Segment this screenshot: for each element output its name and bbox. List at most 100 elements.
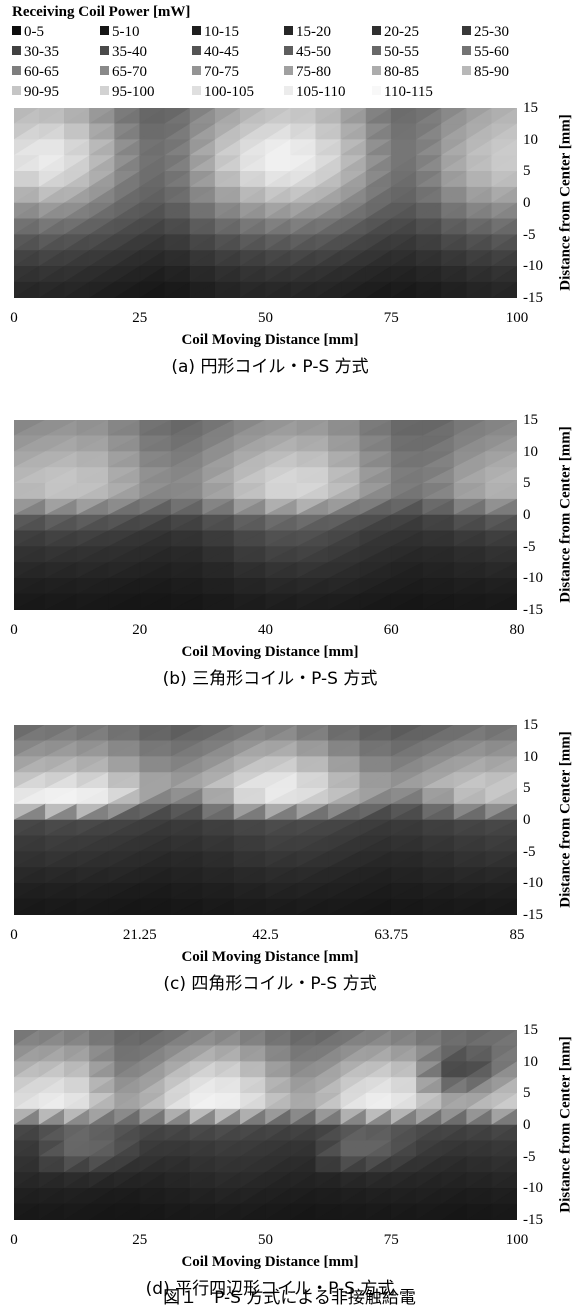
legend-label: 35-40 [112, 44, 147, 60]
y-tick-label: -5 [523, 1148, 536, 1165]
y-tick-label: 10 [523, 443, 538, 460]
x-tick-label: 20 [132, 622, 148, 638]
legend-label: 75-80 [296, 64, 331, 80]
y-tick-label: 5 [523, 780, 531, 797]
y-tick-label: -5 [523, 226, 536, 243]
legend-item: 65-70 [100, 64, 147, 80]
x-tick-label: 25 [132, 1232, 148, 1248]
x-tick-label: 0 [10, 622, 18, 638]
heatmap-cell [485, 898, 517, 915]
y-tick-label: 0 [523, 1117, 531, 1133]
y-tick-label: 5 [523, 475, 531, 492]
x-tick-label: 75 [383, 310, 399, 326]
legend-label: 10-15 [204, 24, 239, 40]
x-tick-label: 60 [383, 622, 399, 638]
figure-caption: 図１ P-S 方式による非接触給電 [163, 1288, 416, 1308]
x-tick-label: 100 [505, 310, 529, 326]
y-tick-label: 0 [523, 195, 531, 211]
legend-item: 45-50 [284, 44, 331, 60]
legend-swatch [372, 26, 381, 35]
legend-swatch [284, 46, 293, 55]
legend-swatch [12, 86, 21, 95]
x-axis-label: Coil Moving Distance [mm] [181, 332, 359, 348]
legend-swatch [284, 26, 293, 35]
legend-item: 30-35 [12, 44, 59, 60]
legend-swatch [100, 46, 109, 55]
legend-swatch [372, 46, 381, 55]
legend-swatch [192, 46, 201, 55]
legend-item: 15-20 [284, 24, 331, 40]
x-tick-label: 21.25 [122, 927, 157, 943]
legend-swatch [462, 46, 471, 55]
y-tick-label: 15 [523, 412, 538, 428]
x-tick-label: 100 [505, 1232, 529, 1248]
y-tick-label: -15 [523, 1212, 543, 1228]
y-axis-label: Distance from Center [mm] [557, 731, 574, 908]
y-tick-label: -10 [523, 570, 543, 587]
legend-label: 95-100 [112, 84, 155, 100]
y-tick-label: -5 [523, 538, 536, 555]
heatmap-plot [14, 725, 517, 915]
legend-swatch [192, 86, 201, 95]
legend-item: 95-100 [100, 84, 155, 100]
y-tick-label: -10 [523, 875, 543, 892]
legend-item: 75-80 [284, 64, 331, 80]
legend-label: 15-20 [296, 24, 331, 40]
legend-item: 110-115 [372, 84, 433, 100]
legend-label: 25-30 [474, 24, 509, 40]
legend-label: 90-95 [24, 84, 59, 100]
panel-caption: (a) 円形コイル・P-S 方式 [171, 357, 369, 377]
legend-item: 25-30 [462, 24, 509, 40]
x-tick-label: 50 [258, 310, 273, 326]
legend-swatch [12, 26, 21, 35]
legend-label: 20-25 [384, 24, 419, 40]
legend-item: 10-15 [192, 24, 239, 40]
y-tick-label: 10 [523, 131, 538, 148]
legend-swatch [372, 66, 381, 75]
y-tick-label: 15 [523, 1022, 538, 1038]
x-axis-label: Coil Moving Distance [mm] [181, 949, 359, 965]
y-axis-label: Distance from Center [mm] [557, 114, 574, 291]
legend-item: 35-40 [100, 44, 147, 60]
y-tick-label: -15 [523, 290, 543, 306]
legend-label: 40-45 [204, 44, 239, 60]
x-tick-label: 40 [258, 622, 273, 638]
x-tick-label: 85 [509, 927, 525, 943]
panel-caption: (c) 四角形コイル・P-S 方式 [163, 974, 377, 994]
legend-label: 60-65 [24, 64, 59, 80]
y-tick-label: 15 [523, 717, 538, 733]
legend-label: 70-75 [204, 64, 239, 80]
legend-swatch [284, 66, 293, 75]
legend-swatch [100, 86, 109, 95]
legend-item: 55-60 [462, 44, 509, 60]
y-tick-label: -5 [523, 843, 536, 860]
y-tick-label: -15 [523, 602, 543, 618]
legend-item: 40-45 [192, 44, 239, 60]
x-tick-label: 0 [10, 1232, 18, 1248]
x-axis-label: Coil Moving Distance [mm] [181, 644, 359, 660]
heatmap-plot [14, 420, 517, 610]
heatmap-plot [14, 108, 517, 298]
heatmap-plot [14, 1030, 517, 1220]
legend-swatch [12, 66, 21, 75]
y-axis-label: Distance from Center [mm] [557, 426, 574, 603]
x-tick-label: 0 [10, 927, 18, 943]
x-tick-label: 0 [10, 310, 18, 326]
legend-label: 30-35 [24, 44, 59, 60]
legend-item: 5-10 [100, 24, 140, 40]
legend-swatch [284, 86, 293, 95]
legend-label: 65-70 [112, 64, 147, 80]
legend-label: 100-105 [204, 84, 254, 100]
y-axis-label: Distance from Center [mm] [557, 1036, 574, 1213]
legend-label: 45-50 [296, 44, 331, 60]
legend-label: 110-115 [384, 84, 433, 100]
y-tick-label: 15 [523, 100, 538, 116]
legend-label: 80-85 [384, 64, 419, 80]
legend-swatch [462, 66, 471, 75]
x-tick-label: 42.5 [252, 927, 279, 943]
panel-caption: (b) 三角形コイル・P-S 方式 [162, 669, 378, 689]
y-tick-label: -10 [523, 258, 543, 275]
x-axis-label: Coil Moving Distance [mm] [181, 1254, 359, 1270]
legend-label: 50-55 [384, 44, 419, 60]
legend-title: Receiving Coil Power [mW] [12, 4, 191, 20]
